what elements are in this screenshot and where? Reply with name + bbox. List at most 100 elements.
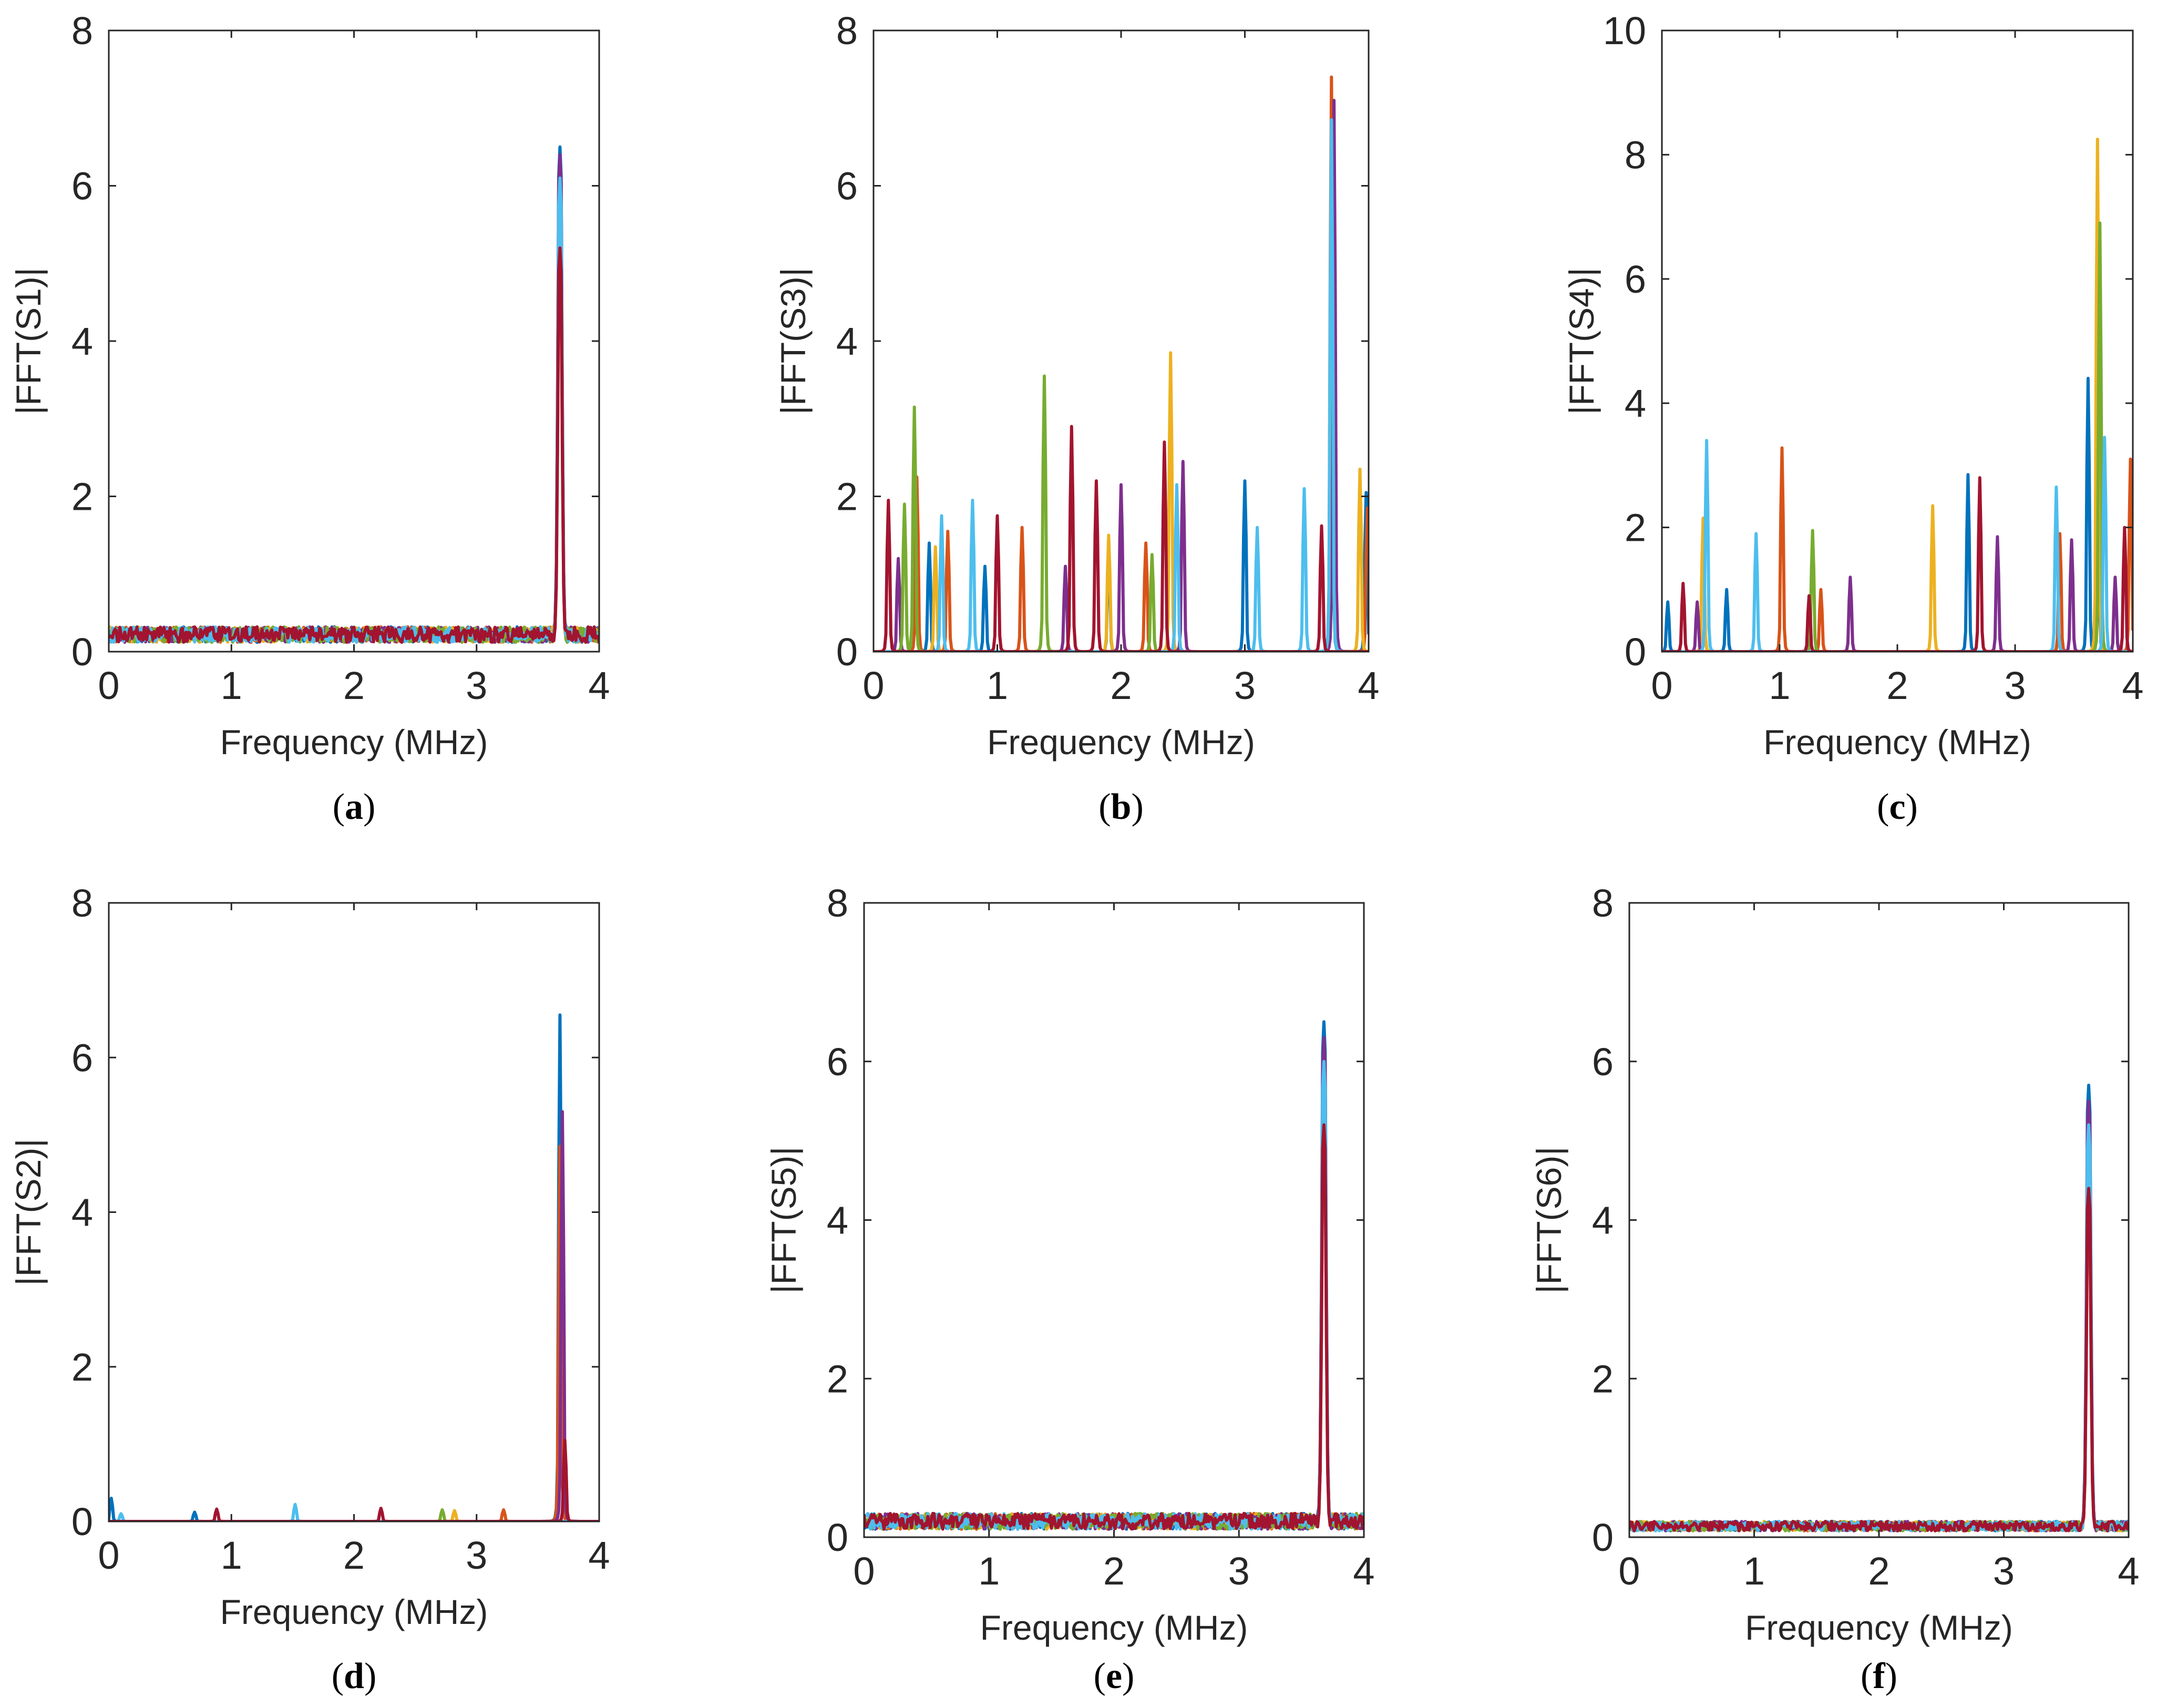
- series-group: [109, 1013, 599, 1521]
- y-tick-label: 8: [71, 881, 93, 925]
- series-line-blue: [1629, 1084, 2129, 1532]
- series-group: [874, 75, 1369, 652]
- series-line-yellow: [1629, 1147, 2129, 1532]
- series-line-cyan: [864, 1059, 1364, 1531]
- series-line-orange: [109, 1145, 599, 1521]
- series-line-orange: [874, 75, 1369, 652]
- y-tick-label: 8: [1592, 881, 1614, 925]
- y-tick-label: 6: [1625, 258, 1646, 301]
- y-tick-label: 0: [836, 630, 858, 674]
- y-tick-label: 10: [1603, 9, 1646, 53]
- x-tick-label: 3: [1234, 664, 1256, 707]
- series-line-blue: [874, 231, 1369, 652]
- y-axis-label: |FFT(S5)|: [764, 1147, 803, 1294]
- x-tick-label: 2: [343, 1534, 365, 1577]
- series-line-blue: [109, 145, 599, 644]
- y-tick-label: 0: [1625, 630, 1646, 674]
- x-tick-label: 4: [1358, 664, 1379, 707]
- y-tick-label: 4: [1625, 382, 1646, 425]
- y-tick-label: 6: [71, 164, 93, 208]
- panel-caption: (a): [333, 787, 376, 827]
- panel-caption-letter: a: [345, 787, 363, 827]
- y-tick-label: 0: [71, 630, 93, 674]
- series-line-purple: [1629, 1099, 2129, 1532]
- x-axis-label: Frequency (MHz): [987, 723, 1255, 762]
- x-tick-label: 0: [98, 664, 119, 707]
- series-line-red: [864, 1123, 1364, 1531]
- x-tick-label: 0: [98, 1534, 119, 1577]
- y-tick-label: 4: [1592, 1199, 1614, 1242]
- series-line-green: [1629, 1171, 2129, 1532]
- y-tick-label: 8: [836, 9, 858, 53]
- axes-frame: [1628, 902, 2130, 1538]
- x-tick-label: 3: [466, 1534, 487, 1577]
- series-group: [864, 1020, 1364, 1531]
- panel-caption-letter: e: [1106, 1656, 1122, 1696]
- x-tick-label: 4: [588, 1534, 610, 1577]
- y-tick-label: 0: [1592, 1516, 1614, 1559]
- chart-panel-b: 0 1 2 3 4 0 2 4 6 8 Frequency (MHz) |FFT(S3)| (b): [774, 9, 1380, 827]
- series-line-orange: [1629, 1202, 2129, 1532]
- x-tick-label: 0: [1651, 664, 1672, 707]
- y-axis-label: |FFT(S3)|: [774, 267, 813, 415]
- panel-caption: (b): [1098, 787, 1144, 827]
- x-axis-label: Frequency (MHz): [220, 723, 488, 762]
- y-tick-label: 4: [71, 320, 93, 363]
- x-tick-label: 2: [1868, 1549, 1889, 1593]
- axes-frame: [108, 29, 600, 653]
- x-axis-label: Frequency (MHz): [220, 1592, 488, 1631]
- y-tick-label: 4: [71, 1191, 93, 1234]
- series-line-yellow: [864, 1084, 1364, 1531]
- panel-caption: (c): [1877, 787, 1918, 827]
- x-tick-label: 4: [2118, 1549, 2139, 1593]
- x-tick-label: 1: [978, 1549, 1000, 1593]
- y-tick-label: 2: [836, 475, 858, 519]
- y-tick-label: 4: [827, 1199, 848, 1242]
- x-tick-label: 2: [343, 664, 365, 707]
- y-tick-label: 6: [71, 1036, 93, 1079]
- x-tick-label: 2: [1103, 1549, 1125, 1593]
- y-tick-label: 2: [827, 1357, 848, 1401]
- y-tick-label: 2: [71, 475, 93, 519]
- x-tick-label: 4: [588, 664, 610, 707]
- series-line-yellow: [109, 207, 599, 644]
- y-tick-label: 6: [1592, 1040, 1614, 1084]
- x-tick-label: 0: [1618, 1549, 1640, 1593]
- chart-panel-e: 0 1 2 3 4 0 2 4 6 8 Frequency (MHz) |FFT(S5)| (e): [764, 881, 1375, 1696]
- y-axis-label: |FFT(S6)|: [1529, 1147, 1568, 1294]
- chart-panel-c: 0 1 2 3 4 0 2 4 6 8 10 Frequency (MHz) |FFT(S4)| (c): [1562, 9, 2144, 827]
- axes-frame: [108, 902, 600, 1522]
- y-tick-label: 0: [71, 1500, 93, 1544]
- y-tick-label: 8: [1625, 133, 1646, 177]
- x-tick-label: 1: [1743, 1549, 1765, 1593]
- series-line-red: [1629, 1187, 2129, 1532]
- series-line-green: [109, 223, 599, 644]
- axes-frame: [863, 902, 1365, 1538]
- x-axis-label: Frequency (MHz): [1745, 1608, 2013, 1647]
- x-tick-label: 4: [2122, 664, 2143, 707]
- x-tick-label: 1: [987, 664, 1008, 707]
- panel-caption-letter: c: [1889, 787, 1905, 827]
- panel-caption-letter: f: [1873, 1656, 1885, 1696]
- series-line-purple: [874, 99, 1369, 652]
- series-line-red: [109, 246, 599, 644]
- x-tick-label: 1: [221, 664, 242, 707]
- chart-panel-a: 0 1 2 3 4 0 2 4 6 8 Frequency (MHz) |FFT(S1)| (a): [9, 9, 610, 827]
- y-tick-label: 6: [836, 164, 858, 208]
- y-tick-label: 6: [827, 1040, 848, 1084]
- panel-caption: (d): [332, 1656, 377, 1696]
- series-group: [109, 145, 599, 644]
- x-tick-label: 1: [1769, 664, 1790, 707]
- series-line-orange: [864, 1139, 1364, 1531]
- series-line-purple: [864, 1036, 1364, 1531]
- series-line-cyan: [1629, 1123, 2129, 1532]
- series-line-purple: [109, 153, 599, 644]
- y-axis-label: |FFT(S4)|: [1562, 267, 1601, 415]
- x-tick-label: 1: [221, 1534, 242, 1577]
- series-group: [1662, 137, 2133, 652]
- x-axis-label: Frequency (MHz): [1763, 723, 2031, 762]
- y-tick-label: 0: [827, 1516, 848, 1559]
- y-tick-label: 8: [827, 881, 848, 925]
- series-group: [1629, 1084, 2129, 1532]
